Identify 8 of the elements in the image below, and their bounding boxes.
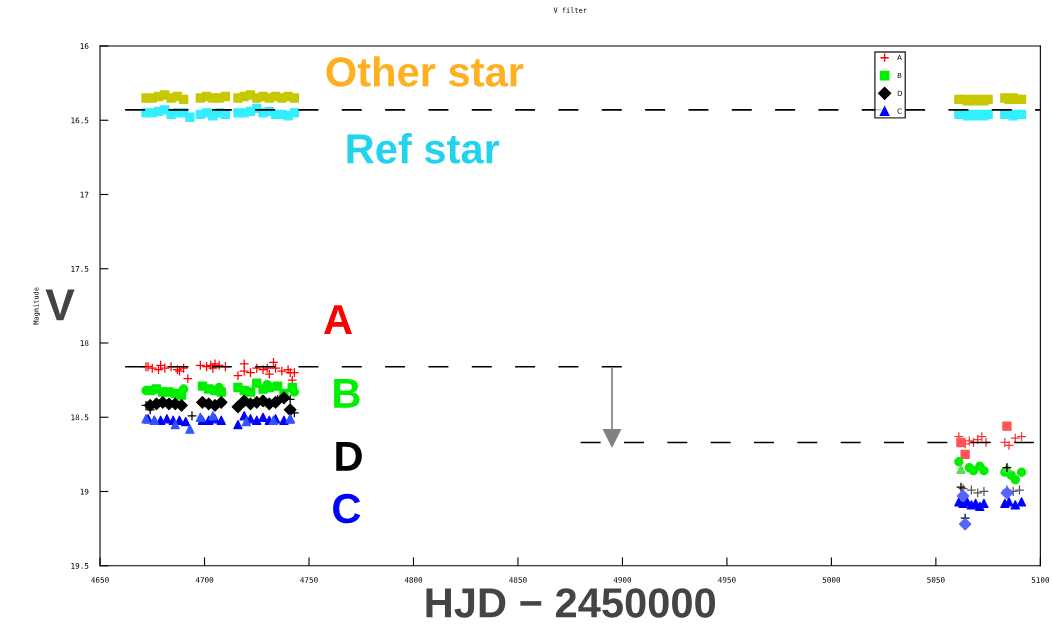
annotation: C	[333, 493, 361, 524]
annotation: Other star	[326, 56, 524, 87]
text: V	[45, 289, 75, 321]
annotation: D	[336, 442, 362, 471]
annotation: B	[334, 379, 360, 408]
x-axis-title: HJD − 2450000	[426, 588, 716, 618]
annotation: Ref star	[347, 133, 500, 164]
annotation: A	[324, 305, 352, 334]
